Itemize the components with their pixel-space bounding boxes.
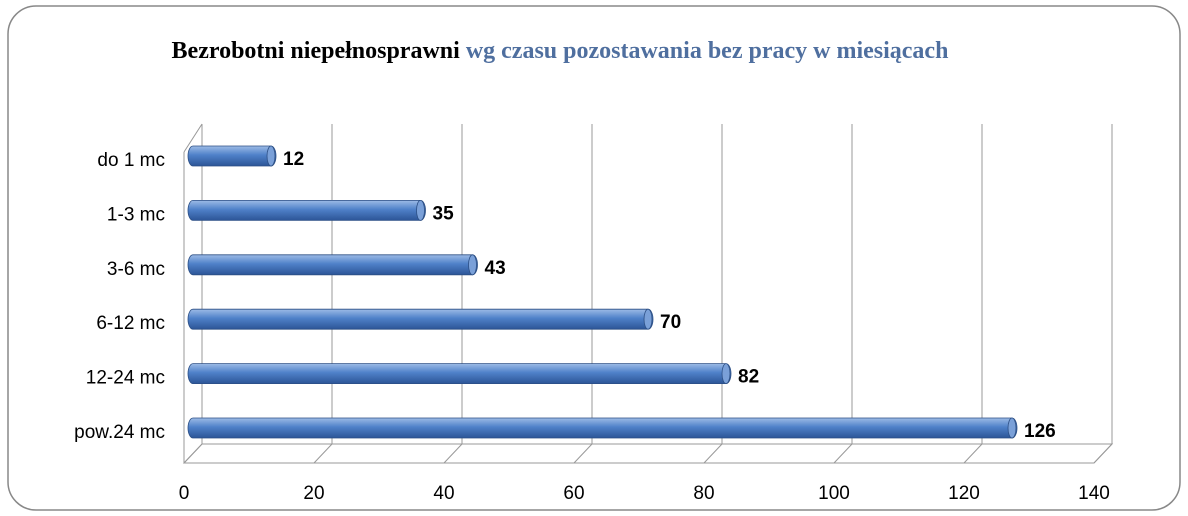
grid-line: [833, 124, 853, 464]
value-label: 82: [738, 367, 759, 388]
left-wall: [183, 123, 203, 153]
grid-line: [703, 124, 723, 464]
grid-line: [443, 124, 463, 464]
bar-cap: [416, 199, 425, 221]
value-label: 70: [660, 312, 681, 333]
value-label: 43: [485, 258, 506, 279]
x-tick-label: 40: [433, 483, 454, 504]
grid-line: [183, 124, 203, 464]
y-tick-label: 3-6 mc: [107, 259, 165, 280]
bar-cap: [468, 254, 477, 276]
value-label: 12: [283, 149, 304, 170]
y-tick-label: 6-12 mc: [96, 313, 165, 334]
grid-line: [313, 124, 333, 464]
bar-cap: [721, 363, 731, 385]
x-tick-label: 120: [948, 483, 980, 504]
x-tick-label: 80: [693, 483, 714, 504]
y-tick-label: 1-3 mc: [107, 204, 165, 225]
subtitle: wg czasu pozostawania bez pracy w miesią…: [465, 38, 949, 64]
x-tick-label: 140: [1078, 483, 1110, 504]
bar: [187, 145, 277, 167]
bar-cap: [266, 145, 276, 167]
y-tick-label: do 1 mc: [97, 150, 165, 171]
bar-cap: [1007, 417, 1017, 439]
grid-line: [1093, 124, 1113, 464]
bar: [187, 417, 1018, 439]
grid-line: [573, 124, 593, 464]
bar: [187, 254, 478, 276]
x-tick-label: 100: [818, 483, 850, 504]
bar: [187, 308, 654, 330]
value-label: 35: [433, 203, 455, 224]
y-tick-label: 12-24 mc: [86, 368, 165, 389]
bar: [187, 363, 732, 384]
y-tick-label: pow.24 mc: [74, 422, 165, 443]
title: Bezrobotni niepełnosprawni: [171, 38, 460, 64]
bar: [187, 200, 426, 221]
chart-title: Bezrobotni niepełnosprawni wg czasu pozo…: [120, 36, 1000, 66]
x-tick-label: 60: [563, 483, 584, 504]
bar-cap: [643, 308, 653, 330]
grid-line: [963, 124, 983, 464]
x-tick-label: 0: [179, 483, 190, 504]
x-tick-label: 20: [303, 483, 324, 504]
value-label: 126: [1024, 421, 1056, 442]
